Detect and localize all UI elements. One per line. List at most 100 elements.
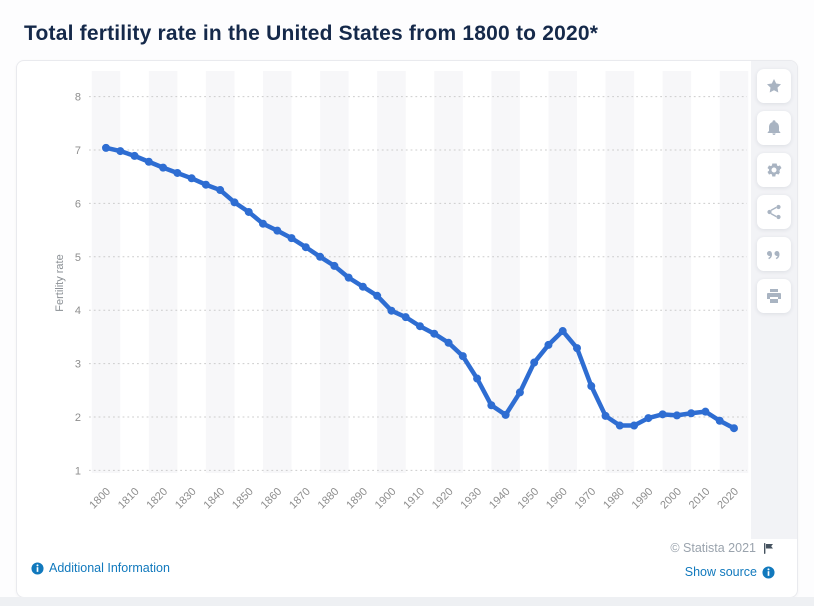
chart-toolbar (751, 61, 797, 539)
bell-icon (767, 120, 781, 135)
data-point-1935[interactable] (487, 401, 496, 410)
gear-icon (767, 163, 782, 177)
x-tick-label: 1800 (87, 486, 113, 512)
data-point-1880[interactable] (330, 261, 339, 270)
decade-band (662, 71, 692, 473)
data-point-2000[interactable] (672, 411, 681, 420)
x-tick-label: 1850 (230, 486, 256, 512)
data-point-1825[interactable] (173, 168, 182, 177)
data-point-1920[interactable] (444, 338, 453, 347)
footer-right: © Statista 2021 Show source (670, 539, 775, 581)
show-source-link[interactable]: Show source (670, 563, 775, 581)
chart-card: 1 2 3 4 5 6 7 8 1800 1810 1820 1830 1840 1850 1860 1870… (16, 60, 798, 598)
print-button[interactable] (757, 279, 791, 313)
additional-information-label: Additional Information (49, 561, 170, 575)
decade-band (434, 71, 463, 473)
data-point-1870[interactable] (301, 243, 310, 252)
data-point-1840[interactable] (216, 186, 225, 195)
additional-information-link[interactable]: Additional Information (31, 561, 170, 575)
data-point-1905[interactable] (401, 313, 410, 322)
data-point-1975[interactable] (601, 411, 610, 420)
data-point-1810[interactable] (130, 151, 139, 160)
favorite-button[interactable] (757, 69, 791, 103)
x-tick-label: 1960 (544, 486, 570, 512)
data-point-1950[interactable] (530, 358, 539, 367)
data-point-1855[interactable] (258, 219, 267, 228)
x-tick-label: 1810 (116, 486, 142, 512)
fertility-line-chart: 1 2 3 4 5 6 7 8 1800 1810 1820 1830 1840 1850 1860 1870… (54, 71, 749, 512)
data-point-1930[interactable] (473, 374, 482, 383)
x-tick-label: 1910 (401, 486, 427, 512)
data-point-1885[interactable] (344, 273, 353, 282)
decade-band (262, 71, 292, 473)
copyright: © Statista 2021 (670, 539, 775, 557)
info-icon (762, 565, 775, 579)
decade-band (148, 71, 178, 473)
data-point-1830[interactable] (187, 174, 196, 183)
decade-band (719, 71, 749, 473)
data-point-1865[interactable] (287, 234, 296, 243)
data-point-1895[interactable] (373, 291, 382, 300)
decade-band (205, 71, 235, 473)
data-point-1805[interactable] (116, 147, 125, 156)
data-point-1945[interactable] (515, 388, 524, 397)
data-point-1995[interactable] (658, 410, 667, 419)
data-point-1910[interactable] (415, 322, 424, 331)
y-tick-label: 6 (75, 198, 81, 210)
decade-band (377, 71, 406, 473)
data-point-1985[interactable] (630, 421, 639, 430)
y-tick-label: 8 (75, 92, 81, 104)
data-point-1915[interactable] (430, 329, 439, 338)
data-point-1860[interactable] (273, 226, 282, 235)
x-tick-label: 2000 (658, 486, 684, 512)
x-tick-label: 1900 (373, 486, 399, 512)
data-point-1955[interactable] (544, 340, 553, 349)
data-point-1990[interactable] (644, 414, 653, 423)
data-point-1890[interactable] (358, 282, 367, 291)
data-point-1845[interactable] (230, 198, 239, 207)
settings-button[interactable] (757, 153, 791, 187)
data-point-1875[interactable] (316, 252, 325, 261)
data-point-1965[interactable] (572, 344, 581, 353)
data-point-1815[interactable] (144, 157, 153, 166)
x-tick-label: 2010 (687, 486, 713, 512)
data-point-2010[interactable] (701, 407, 710, 416)
decade-band (605, 71, 635, 473)
data-point-1850[interactable] (244, 207, 253, 216)
page-title: Total fertility rate in the United State… (24, 22, 599, 46)
data-point-1980[interactable] (615, 421, 624, 430)
x-tick-label: 1880 (316, 486, 342, 512)
x-tick-label: 1890 (344, 486, 370, 512)
print-icon (767, 289, 781, 303)
data-point-1900[interactable] (387, 306, 396, 315)
data-point-2005[interactable] (687, 409, 696, 418)
data-point-1820[interactable] (159, 163, 168, 172)
flag-icon[interactable] (762, 542, 775, 555)
data-point-1800[interactable] (102, 143, 110, 152)
y-tick-label: 5 (75, 252, 81, 264)
quote-icon (767, 251, 780, 260)
data-point-2015[interactable] (715, 416, 724, 425)
data-point-1940[interactable] (501, 410, 510, 419)
info-icon (31, 561, 44, 575)
x-tick-label: 1990 (630, 486, 656, 512)
data-point-1925[interactable] (458, 352, 467, 361)
data-point-1970[interactable] (587, 382, 596, 391)
x-tick-label: 1820 (144, 486, 170, 512)
data-point-1835[interactable] (201, 180, 210, 189)
x-tick-label: 1860 (259, 486, 285, 512)
data-point-2020[interactable] (729, 424, 738, 433)
x-tick-label: 1970 (573, 486, 599, 512)
x-tick-label: 1830 (173, 486, 199, 512)
y-axis-title: Fertility rate (54, 254, 66, 311)
y-tick-label: 4 (75, 305, 81, 317)
notification-button[interactable] (757, 111, 791, 145)
y-tick-label: 7 (75, 145, 81, 157)
share-button[interactable] (757, 195, 791, 229)
data-point-1960[interactable] (558, 327, 567, 336)
decade-band (548, 71, 577, 473)
cite-button[interactable] (757, 237, 791, 271)
x-tick-label: 1870 (287, 486, 313, 512)
x-tick-label: 1950 (516, 486, 542, 512)
decade-band (91, 71, 121, 473)
